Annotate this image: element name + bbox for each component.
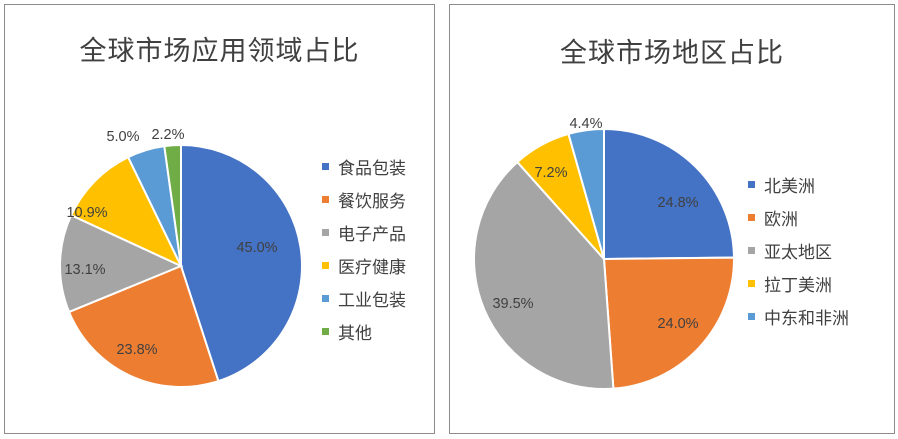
pie-slice-1 <box>180 143 304 383</box>
legend-swatch <box>322 163 329 170</box>
legend-label: 拉丁美洲 <box>764 276 832 296</box>
data-label: 45.0% <box>236 240 277 256</box>
legend-applications: 食品包装餐饮服务电子产品医疗健康工业包装其他 <box>322 150 406 348</box>
legend-swatch <box>748 214 755 221</box>
legend-swatch <box>322 295 329 302</box>
legend-label: 北美洲 <box>764 177 815 197</box>
legend-label: 其他 <box>338 324 372 344</box>
legend-label: 中东和非洲 <box>764 309 849 329</box>
legend-item: 其他 <box>322 315 406 348</box>
legend-item: 工业包装 <box>322 282 406 315</box>
legend-label: 医疗健康 <box>338 258 406 278</box>
legend-swatch <box>748 181 755 188</box>
legend-label: 欧洲 <box>764 210 798 230</box>
legend-label: 食品包装 <box>338 159 406 179</box>
legend-swatch <box>748 280 755 287</box>
legend-item: 中东和非洲 <box>748 300 849 333</box>
data-label: 13.1% <box>64 262 105 278</box>
legend-swatch <box>322 328 329 335</box>
legend-item: 食品包装 <box>322 150 406 183</box>
data-label: 24.8% <box>657 195 698 211</box>
legend-swatch <box>322 196 329 203</box>
legend-label: 电子产品 <box>338 225 406 245</box>
legend-item: 拉丁美洲 <box>748 267 849 300</box>
data-label: 5.0% <box>106 129 139 145</box>
data-label: 39.5% <box>492 296 533 312</box>
data-label: 4.4% <box>569 116 602 132</box>
data-label: 7.2% <box>534 165 567 181</box>
legend-regions: 北美洲欧洲亚太地区拉丁美洲中东和非洲 <box>748 168 849 333</box>
pie-slice-2 <box>67 264 220 388</box>
pie-slice-5 <box>567 127 605 260</box>
legend-item: 亚太地区 <box>748 234 849 267</box>
legend-item: 医疗健康 <box>322 249 406 282</box>
data-label: 10.9% <box>66 205 107 221</box>
chart-title: 全球市场应用领域占比 <box>79 36 360 67</box>
legend-item: 餐饮服务 <box>322 183 406 216</box>
legend-label: 餐饮服务 <box>338 192 406 212</box>
legend-item: 电子产品 <box>322 216 406 249</box>
pie-slice-2 <box>602 256 735 390</box>
legend-swatch <box>748 313 755 320</box>
pie-slice-1 <box>603 127 736 261</box>
legend-swatch <box>322 262 329 269</box>
legend-swatch <box>322 229 329 236</box>
pie-slice-3 <box>59 213 184 314</box>
legend-item: 欧洲 <box>748 201 849 234</box>
pie-slice-4 <box>69 155 184 269</box>
legend-item: 北美洲 <box>748 168 849 201</box>
legend-label: 亚太地区 <box>764 243 832 263</box>
pie-chart-regions: 24.8% 24.0% 39.5% 7.2% 4.4% <box>473 116 736 390</box>
pie-chart-applications: 45.0% 23.8% 13.1% 10.9% 5.0% 2.2% <box>59 127 304 388</box>
data-label: 2.2% <box>151 127 184 143</box>
chart-title: 全球市场地区占比 <box>560 38 784 69</box>
data-label: 24.0% <box>657 316 698 332</box>
data-label: 23.8% <box>116 342 157 358</box>
legend-label: 工业包装 <box>338 291 406 311</box>
chart-panel-regions: 全球市场地区占比 24.8% 24.0% 39.5% 7.2% 4.4% 北美洲欧洲亚太… <box>449 4 895 434</box>
chart-panel-applications: 全球市场应用领域占比 45.0% 23.8% 13.1% 10.9% 5.0% 2.2% … <box>4 4 435 434</box>
pie-slice-3 <box>473 160 615 390</box>
pie-slice-6 <box>163 143 182 267</box>
legend-swatch <box>748 247 755 254</box>
